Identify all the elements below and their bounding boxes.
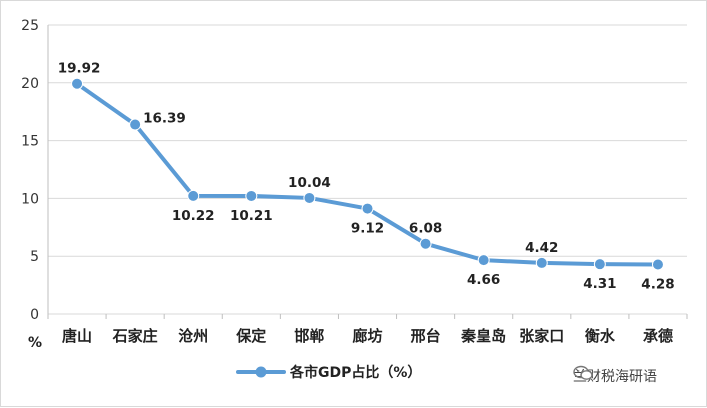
watermark: 兰财税海研语 [573, 365, 705, 387]
data-point [419, 237, 432, 250]
gridlines [48, 24, 687, 315]
x-tick-label: 石家庄 [112, 327, 158, 345]
legend-marker [255, 366, 267, 378]
data-label: 4.28 [641, 277, 674, 293]
data-label: 10.04 [288, 175, 331, 191]
x-tick-label: 衡水 [585, 327, 616, 345]
x-tick-label: 张家口 [519, 327, 564, 345]
data-point [245, 189, 258, 202]
y-tick-label: 0 [30, 307, 39, 323]
x-tick-label: 唐山 [62, 327, 92, 345]
data-point [535, 256, 548, 269]
data-label: 4.42 [525, 240, 558, 256]
wechat-icon [573, 365, 593, 380]
y-tick-label: 5 [30, 249, 39, 265]
legend-label: 各市GDP占比（%） [289, 364, 421, 381]
y-tick-label: 20 [21, 76, 39, 92]
data-point [361, 202, 374, 215]
data-labels: 19.92 16.39 10.22 10.21 10.04 9.12 6.08 4.66 4.4… [58, 61, 675, 293]
data-label: 4.31 [583, 276, 616, 292]
x-tick-label: 保定 [235, 327, 266, 345]
data-point [303, 191, 316, 204]
series-line [71, 77, 664, 271]
x-tick-label: 廊坊 [352, 327, 382, 345]
data-point [187, 189, 200, 202]
data-label: 10.21 [230, 208, 273, 224]
data-point [71, 77, 84, 90]
data-point [129, 118, 142, 131]
watermark-text: 兰财税海研语 [573, 369, 657, 385]
y-tick-label: 15 [21, 134, 39, 150]
y-tick-label: 25 [21, 18, 39, 34]
y-axis: 0 5 10 15 20 25% [21, 18, 49, 351]
data-label: 9.12 [351, 221, 384, 237]
data-point [477, 254, 490, 267]
x-tick-label: 沧州 [178, 327, 208, 345]
x-axis: 唐山 石家庄 沧州 保定 邯郸 廊坊 邢台 秦皇岛 张家口 衡水 承德 [47, 314, 688, 345]
data-label: 6.08 [409, 221, 442, 237]
x-tick-label: 邯郸 [294, 327, 324, 345]
x-tick-label: 秦皇岛 [460, 327, 506, 345]
x-tick-label: 承德 [643, 327, 673, 345]
legend: 各市GDP占比（%） [236, 364, 421, 381]
data-point [651, 258, 664, 271]
data-label: 16.39 [143, 111, 186, 127]
y-tick-label: 10 [21, 191, 39, 207]
y-unit-label: % [28, 335, 42, 351]
x-tick-label: 邢台 [410, 327, 441, 345]
data-label: 19.92 [58, 61, 101, 77]
data-label: 10.22 [172, 208, 215, 224]
data-label: 4.66 [467, 272, 500, 288]
data-point [593, 258, 606, 271]
